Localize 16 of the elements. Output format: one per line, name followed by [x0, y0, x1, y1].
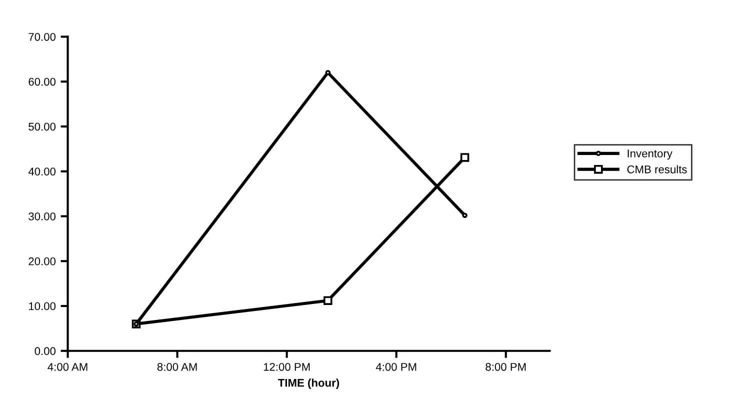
x-tick-label: 12:00 PM	[264, 362, 310, 371]
y-tick-label: 40.00	[28, 168, 56, 176]
y-tick-label: 10.00	[29, 302, 56, 310]
x-tick-label: 4:00 AM	[48, 362, 88, 371]
y-tick-label: 30.00	[28, 212, 56, 220]
y-tick-label: 60.00	[28, 78, 56, 86]
x-axis-title: TIME (hour)	[278, 378, 340, 389]
x-tick-label: 8:00 PM	[486, 362, 526, 371]
x-tick-label: 4:00 PM	[376, 362, 416, 371]
legend-label: CMB results	[627, 165, 687, 174]
y-tick-label: 70.00	[28, 32, 56, 41]
y-tick-label: 50.00	[28, 122, 56, 131]
x-tick-label: 8:00 AM	[157, 362, 197, 371]
y-tick-label: 20.00	[28, 257, 56, 266]
y-tick-label: 0.00	[34, 347, 56, 356]
legend-label: Inventory	[628, 150, 672, 160]
